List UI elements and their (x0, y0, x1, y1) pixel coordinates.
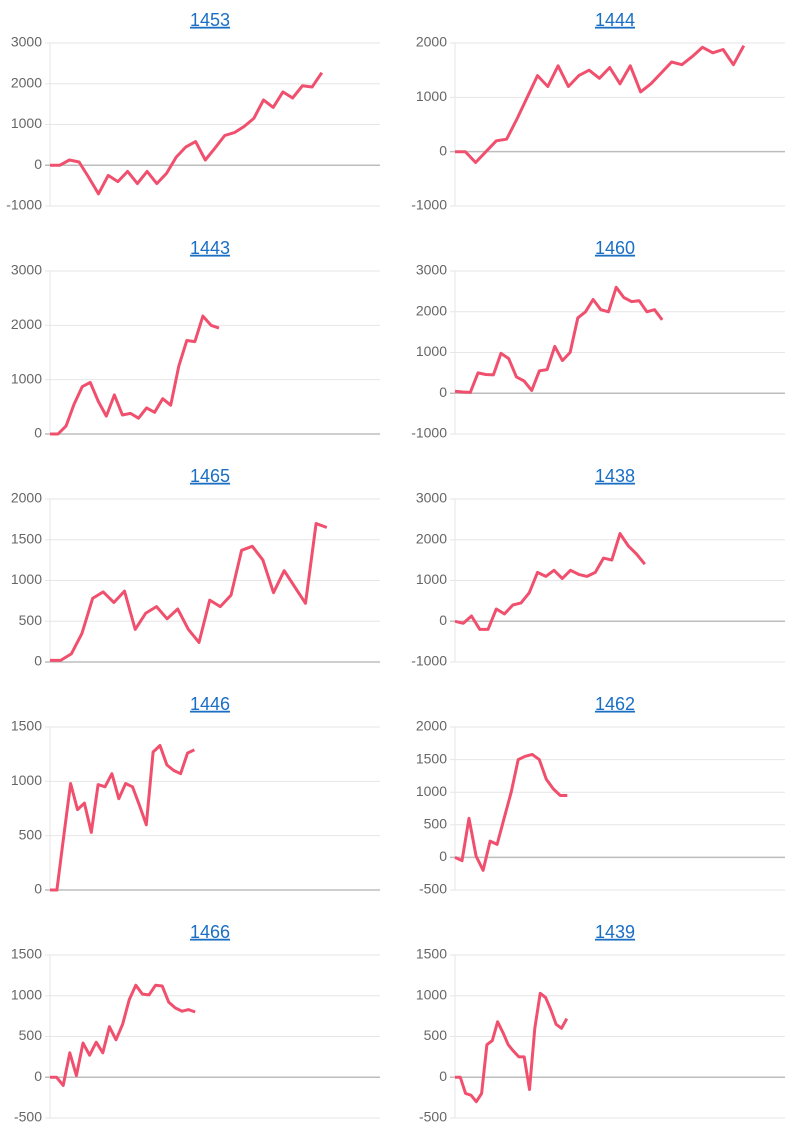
chart-title[interactable]: 1466 (190, 922, 230, 942)
y-tick-label: 1500 (416, 946, 447, 962)
y-tick-label: -1000 (411, 425, 447, 441)
y-tick-label: 0 (439, 142, 447, 158)
line-series (50, 314, 220, 436)
y-tick-label: 3000 (416, 490, 447, 506)
y-tick-label: 3000 (416, 262, 447, 278)
y-tick-label: 2000 (416, 530, 447, 546)
y-tick-label: 1000 (416, 783, 447, 799)
y-tick-label: 2000 (11, 316, 42, 332)
line-series (50, 522, 328, 662)
line-series (455, 44, 746, 164)
line-series (454, 532, 646, 631)
line-series (50, 71, 324, 196)
y-tick-label: 3000 (11, 34, 42, 50)
y-tick-label: 0 (439, 384, 447, 400)
chart-title[interactable]: 1444 (595, 10, 635, 30)
y-tick-label: 1000 (416, 343, 447, 359)
y-tick-label: -500 (419, 1109, 447, 1125)
y-tick-label: 0 (439, 612, 447, 628)
y-tick-label: -1000 (411, 197, 447, 213)
y-tick-label: 1000 (416, 88, 447, 104)
y-tick-label: 2000 (11, 490, 42, 506)
y-tick-label: 500 (424, 1027, 448, 1043)
y-tick-label: 2000 (11, 74, 42, 90)
line-series (455, 991, 569, 1104)
y-tick-label: 0 (34, 881, 42, 897)
y-tick-label: 1000 (11, 772, 42, 788)
y-tick-label: -500 (419, 881, 447, 897)
chart-title[interactable]: 1443 (190, 238, 230, 258)
chart-title[interactable]: 1439 (595, 922, 635, 942)
chart-title[interactable]: 1460 (595, 238, 635, 258)
y-tick-label: -500 (14, 1109, 42, 1125)
y-tick-label: 0 (439, 1068, 447, 1084)
y-tick-label: 500 (19, 826, 43, 842)
chart-title[interactable]: 1453 (190, 10, 230, 30)
chart-title[interactable]: 1446 (190, 694, 230, 714)
y-tick-label: 0 (34, 653, 42, 669)
y-tick-label: 2000 (416, 718, 447, 734)
y-tick-label: 500 (19, 612, 43, 628)
y-tick-label: -1000 (6, 197, 42, 213)
y-tick-label: 1000 (416, 571, 447, 587)
y-tick-label: 2000 (416, 34, 447, 50)
line-series (50, 744, 196, 892)
y-tick-label: 2000 (416, 302, 447, 318)
chart-title[interactable]: 1465 (190, 466, 230, 486)
y-tick-label: 500 (424, 816, 448, 832)
y-tick-label: 1500 (416, 750, 447, 766)
y-tick-label: 1500 (11, 946, 42, 962)
line-series (50, 983, 196, 1087)
y-tick-label: 1000 (416, 986, 447, 1002)
y-tick-label: 0 (439, 848, 447, 864)
y-tick-label: 0 (34, 156, 42, 172)
chart-title[interactable]: 1438 (595, 466, 635, 486)
y-tick-label: 0 (34, 425, 42, 441)
y-tick-label: 1000 (11, 986, 42, 1002)
y-tick-label: 1000 (11, 571, 42, 587)
line-series (454, 285, 664, 394)
y-tick-label: 3000 (11, 262, 42, 278)
y-tick-label: 500 (19, 1027, 43, 1043)
line-series (454, 752, 568, 872)
y-tick-label: 1500 (11, 718, 42, 734)
chart-title[interactable]: 1462 (595, 694, 635, 714)
y-tick-label: 0 (34, 1068, 42, 1084)
y-tick-label: 1000 (11, 370, 42, 386)
y-tick-label: 1500 (11, 530, 42, 546)
y-tick-label: -1000 (411, 653, 447, 669)
y-tick-label: 1000 (11, 115, 42, 131)
